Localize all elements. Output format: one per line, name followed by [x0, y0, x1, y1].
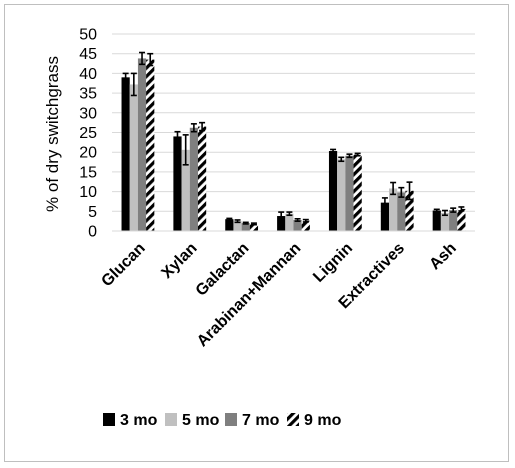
- category-label: Ash: [427, 240, 460, 273]
- error-bar: [250, 222, 257, 226]
- legend-label: 5 mo: [182, 412, 220, 429]
- y-tick-label: 50: [79, 27, 97, 44]
- bar-arabinan-mannan-3: [293, 219, 302, 231]
- error-bar: [122, 72, 129, 83]
- legend-label: 7 mo: [242, 412, 280, 429]
- error-bar: [406, 181, 413, 201]
- y-tick-label: 45: [79, 46, 97, 63]
- legend-item: 3 mo: [103, 412, 158, 429]
- error-bar: [398, 186, 405, 198]
- legend-item: 7 mo: [225, 412, 280, 429]
- bar-glucan-1: [121, 77, 130, 231]
- error-bar: [147, 52, 154, 67]
- error-bar: [182, 134, 189, 166]
- y-tick-label: 15: [79, 164, 97, 181]
- y-tick-label: 35: [79, 86, 97, 103]
- category-label: Xylan: [158, 240, 200, 282]
- error-bar: [338, 156, 345, 163]
- bar-galactan-2: [233, 221, 242, 231]
- bar-ash-4: [457, 208, 466, 231]
- bar-extractives-4: [405, 190, 414, 231]
- y-tick-label: 5: [88, 204, 97, 221]
- error-bar: [242, 221, 249, 225]
- error-bar: [302, 218, 309, 223]
- error-bar: [190, 123, 197, 133]
- bar-arabinan-mannan-1: [277, 216, 286, 231]
- bar-arabinan-mannan-4: [301, 220, 310, 231]
- error-bar: [441, 209, 448, 217]
- error-bars: [122, 51, 465, 226]
- bar-glucan-2: [129, 84, 138, 231]
- bars: [121, 58, 466, 231]
- error-bar: [199, 121, 206, 132]
- legend-swatch: [103, 413, 115, 426]
- bar-glucan-3: [137, 58, 147, 231]
- bar-ash-2: [440, 212, 450, 231]
- bar-lignin-1: [328, 151, 338, 231]
- legend-swatch: [225, 413, 237, 426]
- bar-galactan-3: [241, 223, 250, 231]
- category-label: Lignin: [310, 240, 356, 286]
- error-bar: [286, 211, 293, 217]
- error-bar: [330, 148, 337, 154]
- bar-lignin-2: [337, 159, 346, 231]
- bar-glucan-4: [146, 59, 155, 231]
- error-bar: [346, 153, 353, 159]
- y-tick-label: 30: [79, 105, 97, 122]
- gridlines: [112, 33, 475, 212]
- legend: 3 mo 5 mo 7 mo 9 mo: [103, 412, 342, 429]
- y-tick-label: 10: [79, 184, 97, 201]
- error-bar: [458, 206, 465, 212]
- error-bar: [433, 208, 440, 213]
- error-bar: [139, 51, 146, 66]
- bar-xylan-1: [173, 136, 182, 231]
- bar-galactan-1: [225, 219, 234, 231]
- error-bar: [130, 72, 137, 97]
- y-tick-label: 40: [79, 66, 97, 83]
- error-bar: [354, 152, 361, 157]
- legend-item: 5 mo: [165, 412, 220, 429]
- legend-swatch: [287, 413, 299, 426]
- bar-extractives-1: [380, 202, 390, 231]
- legend-label: 3 mo: [120, 412, 158, 429]
- bar-arabinan-mannan-2: [285, 213, 294, 231]
- error-bar: [226, 217, 233, 221]
- error-bar: [450, 207, 457, 213]
- legend-swatch: [165, 413, 177, 426]
- bar-xylan-3: [189, 127, 198, 231]
- error-bar: [381, 197, 388, 209]
- error-bar: [278, 211, 285, 221]
- bar-extractives-3: [397, 192, 406, 231]
- y-tick-label: 0: [88, 224, 97, 241]
- category-label: Arabinan+Mannan: [194, 240, 304, 350]
- bar-ash-3: [449, 210, 458, 231]
- bar-ash-1: [432, 210, 441, 231]
- y-axis-tick-labels: 0 5 10 15 20 25 30 35 40 45 50: [79, 27, 97, 241]
- y-tick-label: 20: [79, 145, 97, 162]
- bar-galactan-4: [249, 223, 259, 231]
- bar-extractives-2: [389, 188, 398, 231]
- bar-xylan-2: [181, 149, 190, 231]
- legend-item: 9 mo: [287, 412, 342, 429]
- legend-label: 9 mo: [304, 412, 342, 429]
- error-bar: [294, 217, 301, 222]
- bar-xylan-4: [197, 126, 207, 231]
- bar-lignin-4: [353, 154, 362, 231]
- category-label: Glucan: [98, 240, 148, 290]
- bar-lignin-3: [345, 155, 354, 231]
- y-axis-label: % of dry switchgrass: [43, 56, 62, 212]
- chart-frame: [4, 4, 509, 462]
- error-bar: [174, 130, 181, 142]
- error-bar: [234, 219, 241, 224]
- error-bar: [390, 181, 397, 196]
- y-tick-label: 25: [79, 125, 97, 142]
